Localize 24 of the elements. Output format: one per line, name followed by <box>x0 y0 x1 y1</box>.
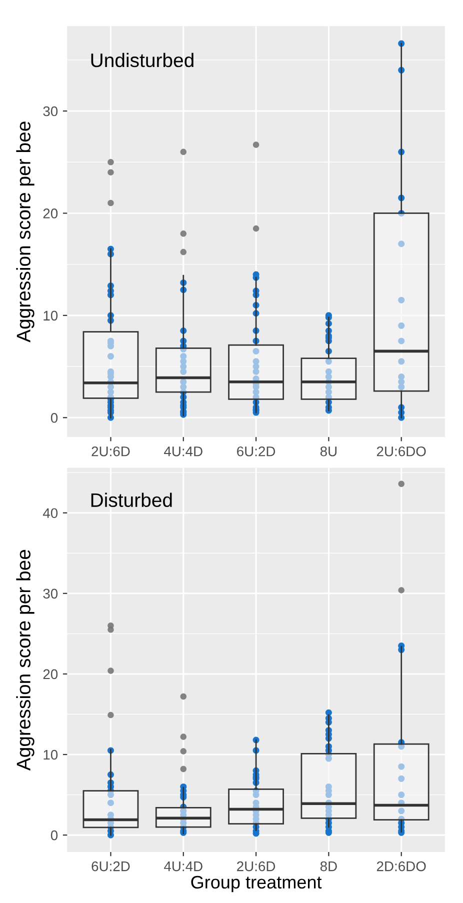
x-tick-label: 8U <box>320 446 336 456</box>
x-tick-label: 2U:6D <box>237 861 276 872</box>
x-tick-label: 6U:2D <box>237 446 276 456</box>
y-tick-label: 10 <box>44 750 58 760</box>
y-tick-label: 20 <box>43 208 58 218</box>
x-tick-label: 2D:6DO <box>376 861 426 872</box>
text: Disturbed <box>91 492 172 508</box>
x-tick-label: 8D <box>320 861 337 872</box>
y-tick-label: 10 <box>44 310 58 321</box>
y-tick-label: 0 <box>50 830 58 840</box>
x-tick-label: 2U:6DO <box>376 446 426 456</box>
y-tick-label: 30 <box>43 106 58 116</box>
y-tick-label: 30 <box>43 588 58 599</box>
x-axis-title: Group treatment <box>191 876 322 892</box>
y-tick-label: 20 <box>43 669 58 680</box>
y-tick-label: 40 <box>42 508 58 518</box>
x-tick-label: 4U:4D <box>164 862 202 872</box>
text: Undisturbed <box>91 52 194 68</box>
y-axis-title: Aggression score per bee <box>16 550 34 771</box>
x-tick-label: 4U:4D <box>164 446 202 456</box>
x-tick-label: 6U:2D <box>92 861 130 872</box>
x-tick-label: 2U:6D <box>92 446 130 456</box>
y-axis-title: Aggression score per bee <box>16 122 34 342</box>
y-tick-label: 0 <box>50 412 58 423</box>
